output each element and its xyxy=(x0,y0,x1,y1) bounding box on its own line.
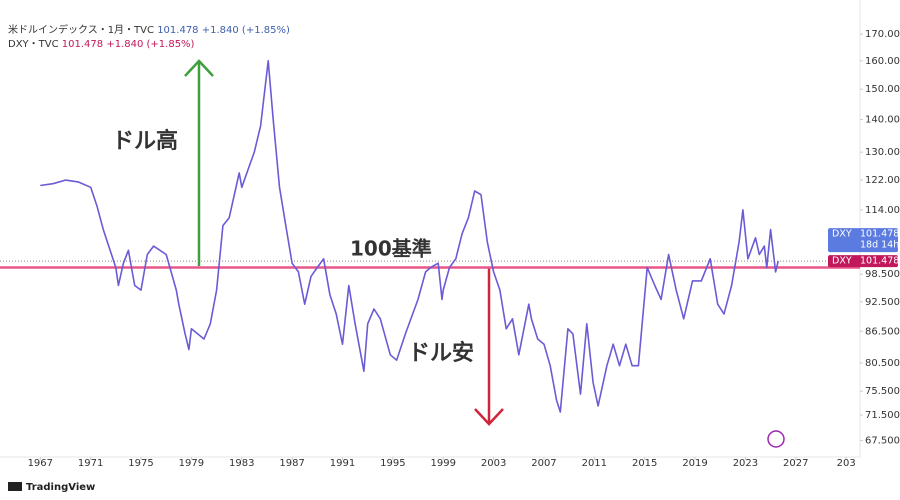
x-tick-label: 1999 xyxy=(430,458,455,469)
y-tick-label: 114.000 xyxy=(865,205,900,216)
legend-value: 101.478 xyxy=(62,39,103,50)
annotation: ドル安 xyxy=(408,340,474,366)
x-tick-label: 2027 xyxy=(783,458,808,469)
price-tag xyxy=(828,228,898,253)
price-line xyxy=(40,60,779,413)
y-tick-label: 160.000 xyxy=(865,56,900,67)
x-tick-label: 203 xyxy=(837,458,856,469)
y-tick-label: 67.500 xyxy=(865,435,900,446)
x-tick-label: 1979 xyxy=(179,458,204,469)
brand-name: TradingView xyxy=(26,482,95,493)
legend-change: +1.840 (+1.85%) xyxy=(106,39,194,50)
x-tick-label: 1987 xyxy=(279,458,304,469)
y-tick-label: 170.000 xyxy=(865,29,900,40)
legend-label: DXY・TVC xyxy=(8,39,59,50)
y-tick-label: 71.500 xyxy=(865,410,900,421)
x-tick-label: 2019 xyxy=(682,458,707,469)
up-arrow xyxy=(184,59,214,266)
y-tick-label: 98.500 xyxy=(865,269,900,280)
x-tick-label: 1975 xyxy=(128,458,153,469)
y-tick-label: 75.500 xyxy=(865,386,900,397)
y-tick-label: 80.500 xyxy=(865,358,900,369)
x-tick-label: 2007 xyxy=(531,458,556,469)
event-icon[interactable] xyxy=(767,430,785,448)
brand-logo xyxy=(8,482,22,491)
price-tag-value: 101.478 xyxy=(860,229,899,240)
x-tick-label: 2023 xyxy=(733,458,758,469)
x-tick-label: 1991 xyxy=(330,458,355,469)
y-tick-label: 92.500 xyxy=(865,297,900,308)
legend-line: 米ドルインデックス・1月・TVC 101.478 +1.840 (+1.85%) xyxy=(8,23,290,36)
y-tick-label: 130.000 xyxy=(865,147,900,158)
down-arrow xyxy=(474,268,504,426)
price-tag-symbol: DXY xyxy=(832,229,852,240)
price-tag-countdown: 18d 14h xyxy=(860,240,899,251)
x-tick-label: 2015 xyxy=(632,458,657,469)
y-tick-label: 140.000 xyxy=(865,115,900,126)
annotation: 100基準 xyxy=(350,237,432,261)
x-tick-label: 1995 xyxy=(380,458,405,469)
x-tick-label: 1983 xyxy=(229,458,254,469)
annotation: ドル高 xyxy=(112,128,178,154)
price-tag-value: 101.478 xyxy=(860,256,899,267)
price-tag xyxy=(828,255,898,268)
legend-label: 米ドルインデックス・1月・TVC xyxy=(8,23,154,36)
legend-value: 101.478 xyxy=(157,25,198,36)
x-tick-label: 1971 xyxy=(78,458,103,469)
y-tick-label: 122.000 xyxy=(865,175,900,186)
x-tick-label: 2011 xyxy=(582,458,607,469)
legend-change: +1.840 (+1.85%) xyxy=(202,25,290,36)
y-tick-label: 150.000 xyxy=(865,84,900,95)
y-tick-label: 86.500 xyxy=(865,326,900,337)
legend-line: DXY・TVC 101.478 +1.840 (+1.85%) xyxy=(8,39,195,50)
price-tag-symbol: DXY xyxy=(832,256,852,267)
x-tick-label: 2003 xyxy=(481,458,506,469)
x-tick-label: 1967 xyxy=(28,458,53,469)
